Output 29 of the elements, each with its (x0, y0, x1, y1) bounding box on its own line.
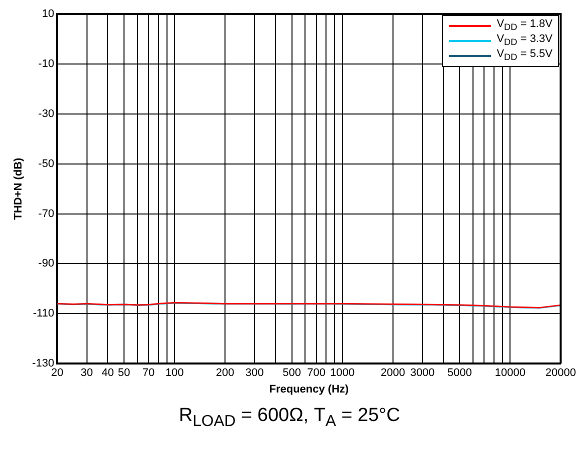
x-tick-label: 500 (282, 367, 302, 380)
x-tick-label: 100 (165, 367, 184, 380)
y-tick-label: 10 (42, 8, 54, 20)
legend-label: V$_{DD}$ = 5.5V (496, 48, 552, 64)
x-tick-label: 700 (307, 367, 326, 380)
y-tick-label: -10 (38, 58, 54, 70)
y-axis-title: THD+N (dB) (12, 157, 25, 220)
x-tick-label: 3000 (410, 367, 435, 380)
y-tick-label: -110 (33, 308, 54, 320)
x-tick-label: 20000 (545, 367, 576, 380)
x-tick-label: 1000 (330, 367, 355, 380)
x-tick-label: 2000 (380, 367, 406, 380)
x-tick-label: 50 (118, 367, 130, 380)
text: R$_{LOAD}$ = 600Ω, T$_{A}$ = 25°C (178, 405, 402, 431)
y-tick-label: -50 (38, 158, 54, 170)
y-tick-label: -30 (38, 108, 54, 120)
x-tick-label: 300 (245, 367, 264, 380)
legend-label: V$_{DD}$ = 3.3V (496, 33, 552, 48)
x-tick-label: 10000 (494, 367, 526, 380)
x-tick-label: 5000 (447, 367, 472, 380)
y-tick-label: -90 (38, 258, 54, 270)
x-tick-label: 30 (80, 367, 93, 380)
x-tick-label: 200 (216, 367, 234, 380)
x-tick-label: 70 (142, 367, 155, 380)
x-tick-label: 40 (102, 367, 114, 380)
legend-label: V$_{DD}$ = 1.8V (496, 18, 552, 34)
y-tick-label: -70 (38, 208, 54, 220)
x-axis-title: Frequency (Hz) (269, 383, 350, 396)
x-tick-label: 20 (51, 367, 64, 380)
